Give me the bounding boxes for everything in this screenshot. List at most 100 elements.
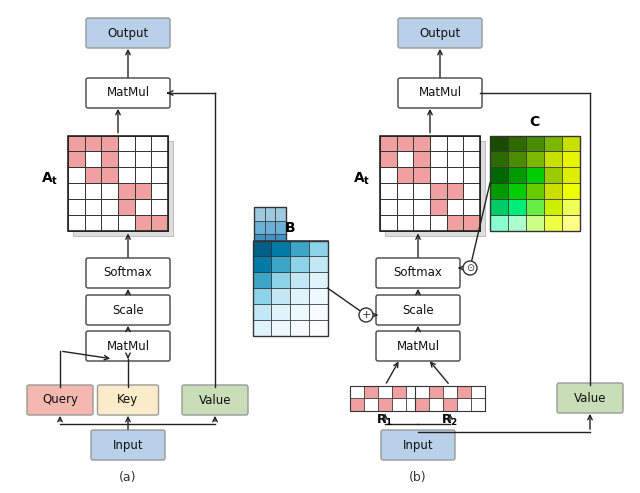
Bar (101, 167, 118, 183)
Bar (380, 183, 397, 199)
FancyBboxPatch shape (86, 78, 170, 108)
Bar (463, 151, 480, 167)
Bar (151, 199, 168, 214)
Bar (544, 136, 562, 151)
FancyBboxPatch shape (86, 258, 170, 288)
Bar (254, 248, 265, 262)
Bar (308, 256, 328, 272)
Bar (101, 214, 118, 231)
Bar (526, 183, 544, 199)
Bar (443, 398, 457, 411)
Bar (254, 262, 265, 275)
Text: $\mathbf{R_1}$: $\mathbf{R_1}$ (376, 413, 394, 428)
Bar (254, 207, 265, 221)
Text: Value: Value (573, 391, 606, 404)
Bar (253, 272, 271, 288)
Text: ⊙: ⊙ (466, 263, 474, 273)
Bar (134, 183, 151, 199)
Bar (308, 272, 328, 288)
Bar (275, 248, 286, 262)
Circle shape (463, 261, 477, 275)
FancyBboxPatch shape (376, 295, 460, 325)
Bar (544, 214, 562, 231)
Bar (463, 136, 480, 151)
Bar (308, 288, 328, 304)
Bar (463, 167, 480, 183)
Bar (463, 214, 480, 231)
Bar (253, 319, 271, 336)
Bar (457, 386, 471, 398)
Bar (265, 262, 275, 275)
Bar (265, 221, 275, 234)
Bar (265, 234, 275, 248)
Text: Input: Input (403, 438, 433, 452)
Bar (84, 151, 101, 167)
Bar (118, 199, 134, 214)
Bar (253, 241, 328, 336)
Bar (290, 241, 308, 256)
Bar (275, 262, 286, 275)
Bar (151, 167, 168, 183)
FancyBboxPatch shape (376, 258, 460, 288)
FancyBboxPatch shape (376, 331, 460, 361)
Bar (415, 386, 485, 411)
Bar (508, 151, 526, 167)
Bar (413, 183, 430, 199)
Bar (490, 151, 508, 167)
Text: $\mathbf{R_2}$: $\mathbf{R_2}$ (442, 413, 459, 428)
Bar (271, 272, 290, 288)
Bar (254, 207, 286, 289)
Bar (413, 214, 430, 231)
Text: Key: Key (117, 393, 139, 407)
Bar (392, 386, 406, 398)
Bar (397, 183, 413, 199)
Text: Scale: Scale (112, 304, 144, 317)
Circle shape (359, 308, 373, 322)
Bar (290, 256, 308, 272)
Bar (490, 183, 508, 199)
Bar (490, 136, 580, 231)
Bar (271, 304, 290, 319)
Bar (397, 167, 413, 183)
Bar (151, 151, 168, 167)
Bar (290, 288, 308, 304)
FancyBboxPatch shape (182, 385, 248, 415)
Bar (350, 386, 420, 411)
FancyBboxPatch shape (27, 385, 93, 415)
Bar (265, 248, 275, 262)
Text: (a): (a) (119, 471, 137, 485)
Bar (380, 151, 397, 167)
Bar (84, 167, 101, 183)
Bar (508, 136, 526, 151)
FancyBboxPatch shape (86, 295, 170, 325)
Bar (101, 199, 118, 214)
Bar (265, 207, 275, 221)
Bar (68, 183, 84, 199)
Bar (544, 167, 562, 183)
Bar (415, 386, 429, 398)
FancyBboxPatch shape (398, 18, 482, 48)
Bar (430, 183, 447, 199)
Bar (415, 398, 429, 411)
Bar (68, 136, 168, 231)
FancyBboxPatch shape (398, 78, 482, 108)
Text: Query: Query (42, 393, 78, 407)
Text: Output: Output (419, 27, 461, 39)
Bar (447, 167, 463, 183)
Bar (275, 221, 286, 234)
Bar (101, 151, 118, 167)
Text: $\mathbf{A_t}$: $\mathbf{A_t}$ (353, 171, 371, 187)
Bar (508, 214, 526, 231)
Bar (380, 136, 480, 231)
Bar (275, 234, 286, 248)
Text: Output: Output (108, 27, 148, 39)
Bar (544, 199, 562, 214)
Text: Softmax: Softmax (104, 267, 152, 280)
Bar (271, 319, 290, 336)
Bar (413, 199, 430, 214)
Bar (380, 136, 397, 151)
Bar (118, 183, 134, 199)
Bar (508, 167, 526, 183)
Bar (526, 167, 544, 183)
Bar (430, 136, 447, 151)
